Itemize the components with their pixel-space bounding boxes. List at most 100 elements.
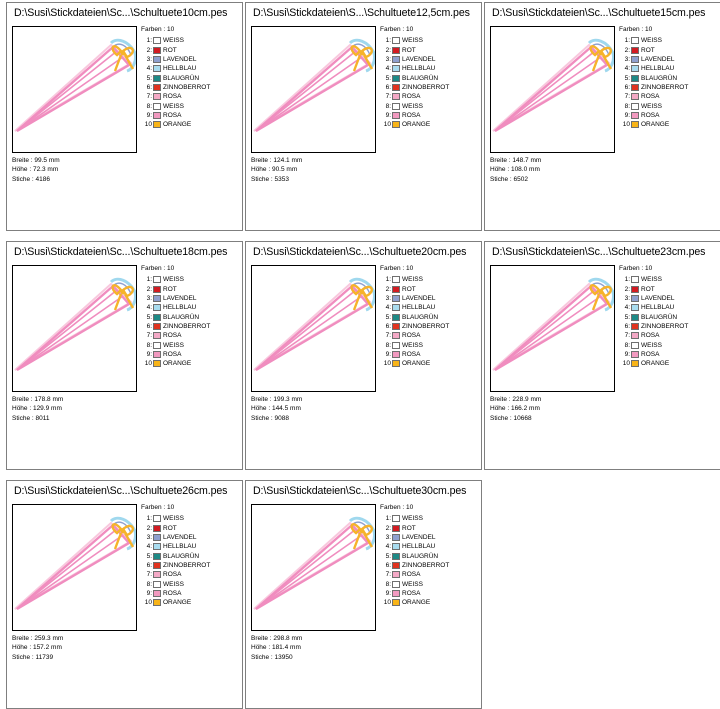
color-swatch <box>153 37 161 45</box>
color-index: 4: <box>624 304 630 312</box>
color-swatch <box>153 543 161 551</box>
color-name: ROSA <box>163 350 182 358</box>
color-row: 10 ORANGE <box>141 120 210 129</box>
embroidery-file-card[interactable]: D:\Susi\Stickdateien\S...\Schultuete12,5… <box>245 2 482 231</box>
color-index: 3: <box>146 55 152 63</box>
design-info: Breite : 178.8 mm Höhe : 129.9 mm Stiche… <box>12 395 63 423</box>
color-index: 1: <box>385 37 391 45</box>
color-swatch <box>392 350 400 358</box>
bow-loop-left <box>111 284 123 296</box>
file-path-title: D:\Susi\Stickdateien\Sc...\Schultuete15c… <box>492 7 706 19</box>
embroidery-file-card[interactable]: D:\Susi\Stickdateien\Sc...\Schultuete30c… <box>245 480 482 709</box>
color-index: 6: <box>385 561 391 569</box>
bow-icon <box>589 45 613 72</box>
color-name: LAVENDEL <box>641 294 675 302</box>
bow-tail-left <box>591 54 601 72</box>
color-name: WEISS <box>402 580 423 588</box>
color-name: WEISS <box>641 341 662 349</box>
bow-tail-left <box>352 293 362 311</box>
color-name: ORANGE <box>163 121 192 129</box>
color-row: 6: ZINNOBERROT <box>619 322 688 331</box>
color-name: HELLBLAU <box>402 65 436 73</box>
schultuete-design-image <box>492 38 614 133</box>
color-index: 8: <box>385 102 391 110</box>
embroidery-file-card[interactable]: D:\Susi\Stickdateien\Sc...\Schultuete26c… <box>6 480 243 709</box>
color-count: Farben : 10 <box>141 265 175 272</box>
file-path-title: D:\Susi\Stickdateien\Sc...\Schultuete10c… <box>14 7 228 19</box>
design-preview <box>490 26 615 153</box>
design-stitches: Stiche : 5353 <box>251 175 289 183</box>
embroidery-file-card[interactable]: D:\Susi\Stickdateien\Sc...\Schultuete15c… <box>484 2 720 231</box>
color-index: 7: <box>146 571 152 579</box>
color-row: 1: WEISS <box>619 275 688 284</box>
color-row: 6: ZINNOBERROT <box>380 561 449 570</box>
color-name: ORANGE <box>402 121 431 129</box>
color-swatch <box>392 285 400 293</box>
cone-stripe-upper <box>16 528 118 610</box>
color-index: 8: <box>385 580 391 588</box>
color-rows: 1: WEISS 2: ROT 3: LAVENDEL 4: HELLBLAU 5: BLAUGR… <box>380 275 449 368</box>
color-swatch <box>392 599 400 607</box>
bow-tail-right <box>123 54 135 70</box>
embroidery-file-card[interactable]: D:\Susi\Stickdateien\Sc...\Schultuete18c… <box>6 241 243 470</box>
color-swatch <box>153 46 161 54</box>
embroidery-file-card[interactable]: D:\Susi\Stickdateien\Sc...\Schultuete20c… <box>245 241 482 470</box>
bow-tail-left <box>591 293 601 311</box>
color-name: ORANGE <box>641 121 670 129</box>
color-name: ZINNOBERROT <box>163 83 211 91</box>
color-name: LAVENDEL <box>163 294 197 302</box>
color-swatch <box>631 304 639 312</box>
bow-icon <box>111 284 135 311</box>
color-index: 8: <box>146 341 152 349</box>
color-index: 9: <box>385 111 391 119</box>
color-index: 5: <box>385 552 391 560</box>
color-swatch <box>392 580 400 588</box>
color-swatch <box>631 276 639 284</box>
color-list: Farben : 10 1: WEISS 2: ROT 3: LAVENDEL 4: HELL… <box>380 504 449 607</box>
design-stitches: Stiche : 6502 <box>490 175 528 183</box>
color-swatch <box>392 276 400 284</box>
color-row: 7: ROSA <box>619 331 688 340</box>
design-info: Breite : 298.8 mm Höhe : 181.4 mm Stiche… <box>251 634 302 662</box>
embroidery-file-card[interactable]: D:\Susi\Stickdateien\Sc...\Schultuete10c… <box>6 2 243 231</box>
file-path-title: D:\Susi\Stickdateien\Sc...\Schultuete26c… <box>14 485 228 497</box>
design-info: Breite : 228.9 mm Höhe : 166.2 mm Stiche… <box>490 395 541 423</box>
color-rows: 1: WEISS 2: ROT 3: LAVENDEL 4: HELLBLAU 5: BLAUGR… <box>380 36 449 129</box>
color-count: Farben : 10 <box>380 265 414 272</box>
color-row: 6: ZINNOBERROT <box>380 322 449 331</box>
color-row: 2: ROT <box>380 523 449 532</box>
design-preview <box>251 504 376 631</box>
color-index: 4: <box>146 543 152 551</box>
color-row: 1: WEISS <box>380 275 449 284</box>
bow-tail-left <box>352 532 362 550</box>
schultuete-design-image <box>253 516 375 611</box>
color-name: ZINNOBERROT <box>402 83 450 91</box>
cone-stripe-lower <box>255 295 363 371</box>
color-swatch <box>392 304 400 312</box>
color-count: Farben : 10 <box>141 504 175 511</box>
color-name: ORANGE <box>402 360 431 368</box>
color-name: WEISS <box>163 276 184 284</box>
color-index: 5: <box>624 74 630 82</box>
color-name: WEISS <box>641 37 662 45</box>
color-swatch <box>631 83 639 91</box>
color-swatch <box>392 55 400 63</box>
color-swatch <box>392 360 400 368</box>
color-swatch <box>153 589 161 597</box>
embroidery-file-card[interactable]: D:\Susi\Stickdateien\Sc...\Schultuete23c… <box>484 241 720 470</box>
color-row: 6: ZINNOBERROT <box>141 561 210 570</box>
color-name: LAVENDEL <box>402 533 436 541</box>
color-index: 10 <box>144 599 152 607</box>
design-stitches: Stiche : 13950 <box>251 653 293 661</box>
color-row: 2: ROT <box>380 45 449 54</box>
color-name: ROSA <box>402 350 421 358</box>
design-info: Breite : 148.7 mm Höhe : 108.0 mm Stiche… <box>490 156 541 184</box>
color-swatch <box>631 294 639 302</box>
color-list: Farben : 10 1: WEISS 2: ROT 3: LAVENDEL 4: HELL… <box>380 26 449 129</box>
color-row: 8: WEISS <box>141 340 210 349</box>
bow-loop-left <box>350 284 362 296</box>
cone-stripe-upper <box>16 289 118 371</box>
bow-tail-left <box>352 54 362 72</box>
color-swatch <box>153 285 161 293</box>
color-row: 5: BLAUGRÜN <box>619 73 688 82</box>
